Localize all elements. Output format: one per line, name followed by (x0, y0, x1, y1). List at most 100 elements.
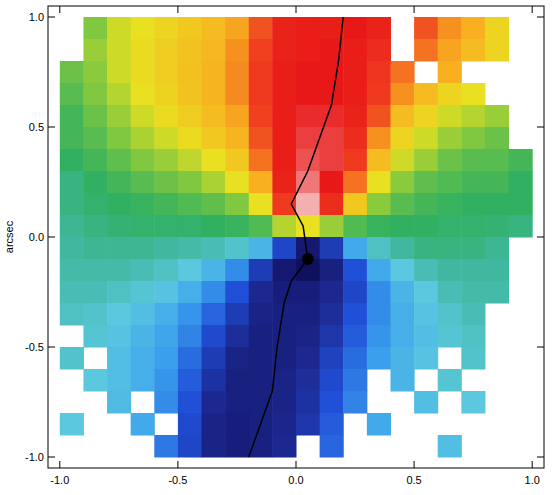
cell (320, 281, 344, 304)
cell (202, 149, 226, 172)
cell (414, 303, 438, 326)
cell (154, 193, 178, 216)
cell (438, 171, 462, 194)
cell (60, 171, 84, 194)
cell (272, 39, 296, 62)
cell (131, 281, 155, 304)
cell (178, 347, 202, 370)
cell (414, 281, 438, 304)
cell (131, 237, 155, 260)
cell (390, 83, 414, 106)
cell (225, 237, 249, 260)
y-tick-label: 0.5 (29, 121, 44, 133)
cell (320, 61, 344, 84)
y-tick (48, 127, 55, 128)
cell (154, 171, 178, 194)
cell (461, 39, 485, 62)
cell (461, 149, 485, 172)
cell (438, 127, 462, 150)
cell (272, 237, 296, 260)
cell (320, 435, 344, 458)
cell (485, 149, 509, 172)
cell (154, 83, 178, 106)
cell (320, 369, 344, 392)
cell (131, 259, 155, 282)
cell (414, 237, 438, 260)
cell (249, 105, 273, 128)
cell (225, 193, 249, 216)
cell (60, 149, 84, 172)
cell (367, 215, 391, 238)
cell (107, 149, 131, 172)
cell (83, 61, 107, 84)
cell (461, 83, 485, 106)
cell (414, 105, 438, 128)
y-tick (48, 457, 55, 458)
cell (320, 171, 344, 194)
cell (83, 17, 107, 40)
cell (202, 303, 226, 326)
cell (107, 39, 131, 62)
frame (48, 6, 544, 468)
cell (225, 171, 249, 194)
cell (154, 61, 178, 84)
cell (320, 303, 344, 326)
cell (225, 435, 249, 458)
cell (131, 347, 155, 370)
cell (178, 369, 202, 392)
y-tick-right (537, 17, 544, 18)
cell (438, 435, 462, 458)
cell (296, 369, 320, 392)
cell (438, 61, 462, 84)
cell (367, 259, 391, 282)
cell (414, 171, 438, 194)
cell (249, 303, 273, 326)
cell (343, 61, 367, 84)
cell (296, 325, 320, 348)
cell (390, 347, 414, 370)
nucleus (302, 253, 314, 265)
cell (107, 83, 131, 106)
cell (390, 215, 414, 238)
cell (154, 391, 178, 414)
x-tick (296, 461, 297, 468)
cell (272, 413, 296, 436)
cell (296, 17, 320, 40)
cell (202, 127, 226, 150)
cell (390, 259, 414, 282)
cell (83, 281, 107, 304)
cell (249, 149, 273, 172)
cell (225, 259, 249, 282)
cell (202, 259, 226, 282)
cell (107, 127, 131, 150)
cell (131, 39, 155, 62)
cell (83, 83, 107, 106)
cell (83, 303, 107, 326)
cell (225, 325, 249, 348)
cell (390, 325, 414, 348)
cell (107, 259, 131, 282)
cell (343, 83, 367, 106)
cell (320, 149, 344, 172)
cell (178, 435, 202, 458)
cell (461, 259, 485, 282)
cell (438, 237, 462, 260)
y-tick-label: -0.5 (25, 341, 44, 353)
cell (320, 413, 344, 436)
cell (343, 281, 367, 304)
cell (390, 61, 414, 84)
cell (60, 237, 84, 260)
cell (509, 171, 533, 194)
x-tick-label: -0.5 (168, 474, 187, 486)
cell (367, 127, 391, 150)
cell (485, 259, 509, 282)
cell (414, 259, 438, 282)
cell (367, 303, 391, 326)
cell (367, 105, 391, 128)
cell (83, 39, 107, 62)
cell (367, 39, 391, 62)
cell (296, 391, 320, 414)
cell (272, 369, 296, 392)
cell (202, 83, 226, 106)
cell (367, 347, 391, 370)
